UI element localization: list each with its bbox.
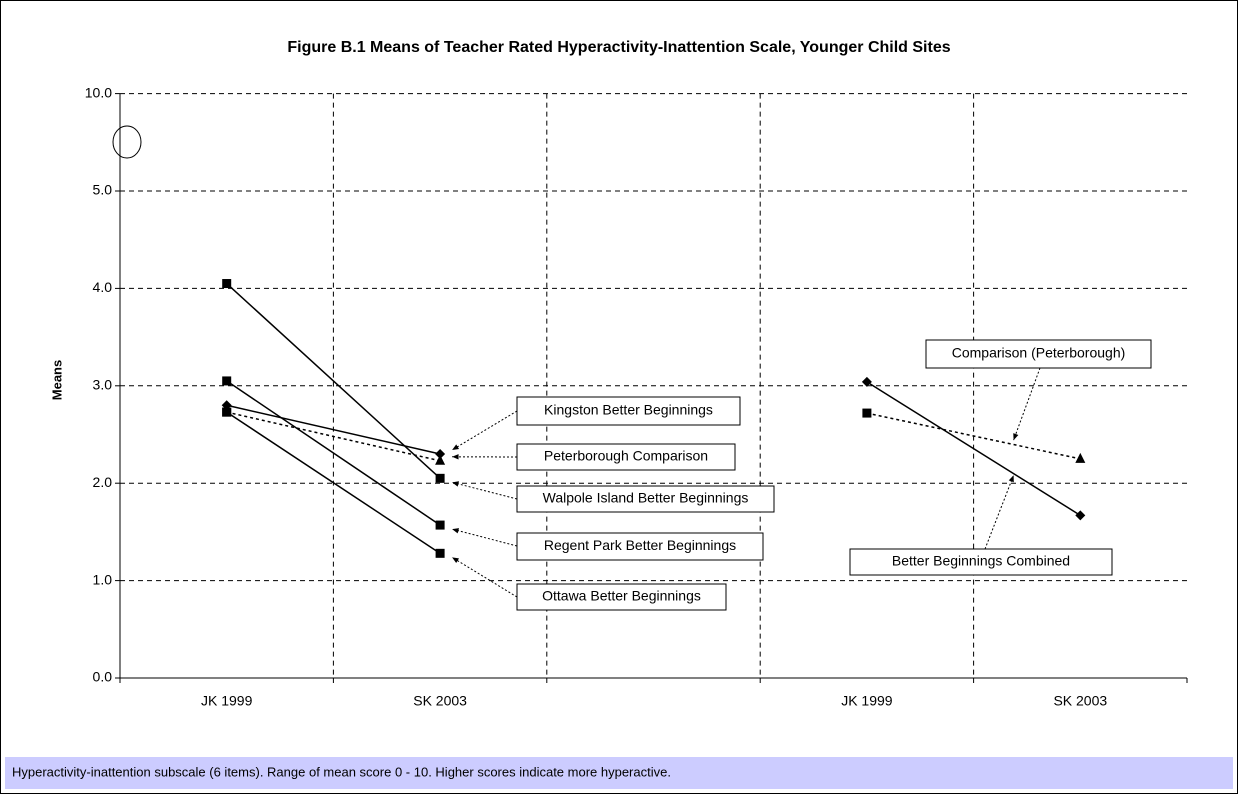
arrow-head (452, 481, 460, 487)
chart-title: Figure B.1 Means of Teacher Rated Hypera… (287, 39, 950, 56)
callout-box (925, 339, 1152, 369)
marker (435, 520, 445, 530)
y-tick-label: 1.0 (93, 571, 113, 587)
callout-box (849, 548, 1113, 576)
series-label: Walpole Island Better Beginnings (543, 490, 749, 506)
series-label: Ottawa Better Beginnings (542, 588, 701, 604)
marker (862, 408, 872, 418)
series-line (866, 412, 1081, 460)
callout-arrow (984, 475, 1015, 550)
arrow-head (452, 444, 460, 450)
x-tick-label: JK 1999 (201, 693, 253, 709)
y-axis-label: Means (49, 360, 64, 400)
callout-box (516, 443, 736, 471)
x-tick-label: SK 2003 (1053, 693, 1107, 709)
footnote: Hyperactivity-inattention subscale (6 it… (12, 764, 671, 779)
marker (435, 548, 445, 558)
callout-arrow (451, 481, 518, 500)
marker (861, 376, 872, 387)
callout-arrow (451, 528, 518, 547)
y-tick-label: 2.0 (93, 474, 113, 490)
y-tick-label: 10.0 (85, 84, 112, 100)
callout-box (516, 583, 727, 611)
footnote-box (5, 757, 1233, 789)
callout-arrow (451, 410, 518, 451)
series-label: Peterborough Comparison (544, 448, 708, 464)
callout-arrow (451, 556, 518, 598)
arrow-head (452, 454, 459, 460)
callout-box (516, 485, 775, 513)
callout-box (516, 396, 741, 426)
y-tick-label: 5.0 (93, 182, 113, 198)
marker (435, 473, 445, 483)
marker (435, 448, 446, 459)
marker (222, 376, 232, 386)
y-tick-label: 3.0 (93, 377, 113, 393)
arrow-head (1013, 433, 1019, 441)
callout-arrow (1013, 367, 1041, 441)
series-line (226, 380, 441, 526)
marker (222, 407, 232, 417)
arrow-head (1008, 475, 1014, 483)
series-line (226, 411, 441, 554)
axis-break (112, 125, 142, 159)
arrow-head (452, 528, 460, 534)
callout-box (516, 532, 764, 561)
marker (222, 279, 232, 289)
y-tick-label: 0.0 (93, 669, 113, 685)
series-line (866, 381, 1081, 516)
y-tick-label: 4.0 (93, 279, 113, 295)
series-line (226, 282, 441, 479)
marker (435, 454, 446, 465)
series-label: Better Beginnings Combined (892, 553, 1070, 569)
x-tick-label: SK 2003 (413, 693, 467, 709)
series-label: Comparison (Peterborough) (952, 345, 1126, 361)
marker (1075, 452, 1086, 463)
arrow-head (452, 557, 460, 564)
series-label: Regent Park Better Beginnings (544, 537, 736, 553)
series-label: Kingston Better Beginnings (544, 402, 713, 418)
x-tick-label: JK 1999 (841, 693, 893, 709)
marker (1075, 510, 1086, 521)
series-line (226, 411, 441, 462)
